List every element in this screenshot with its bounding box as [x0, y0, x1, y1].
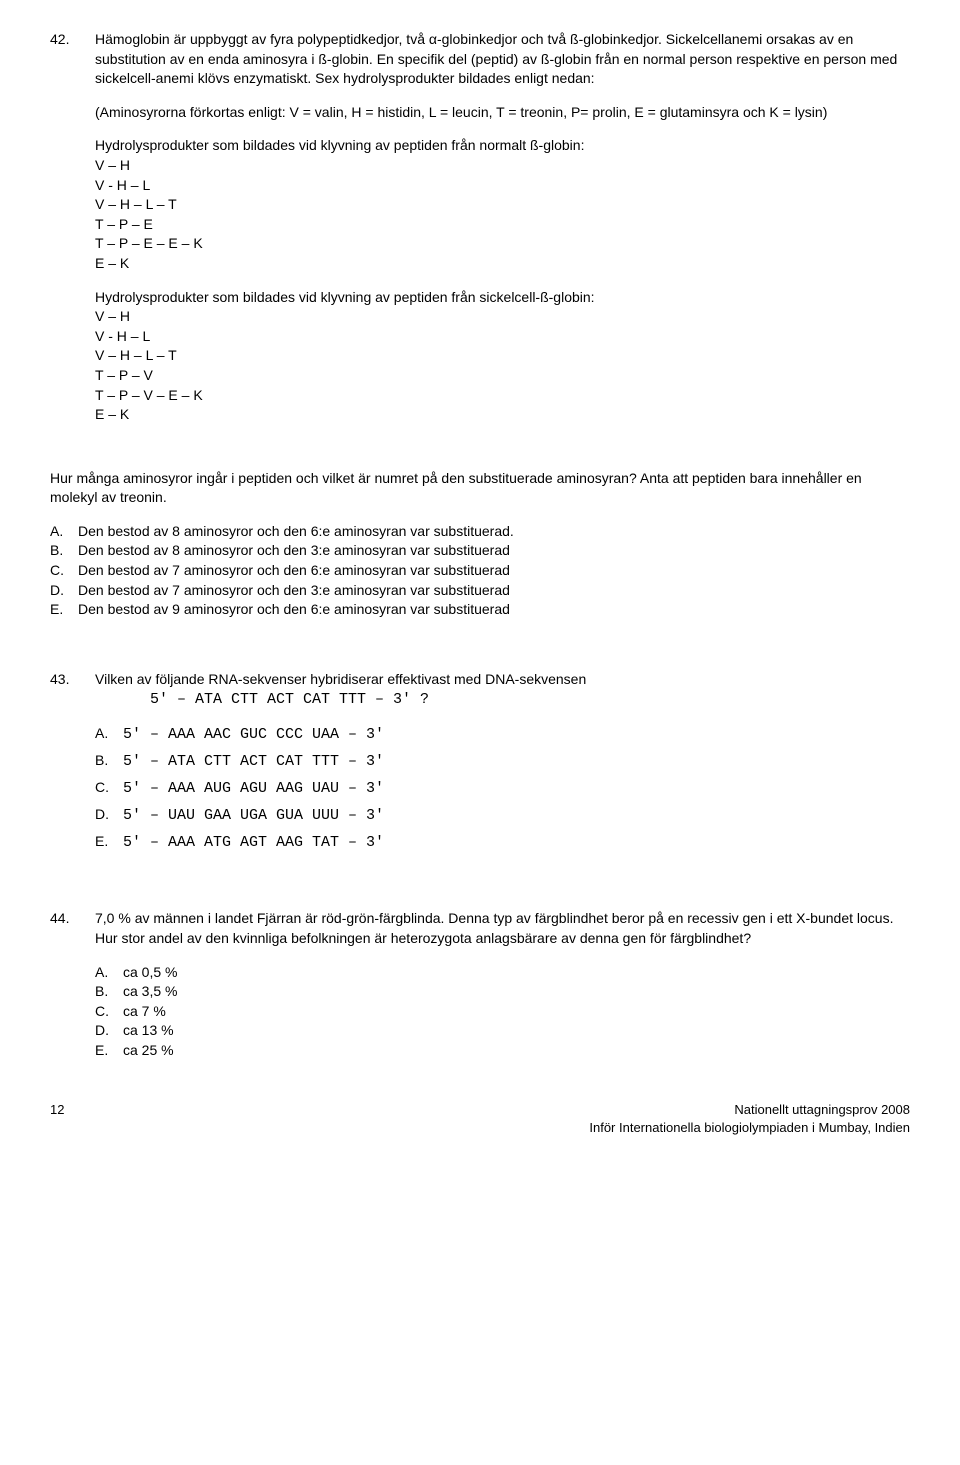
option-letter: C.	[95, 1002, 123, 1022]
option: D.Den bestod av 7 aminosyror och den 3:e…	[50, 581, 910, 601]
option-letter: E.	[50, 600, 78, 620]
option: A.5' – AAA AAC GUC CCC UAA – 3'	[95, 724, 910, 745]
option: B.Den bestod av 8 aminosyror och den 3:e…	[50, 541, 910, 561]
q42-p5: Hur många aminosyror ingår i peptiden oc…	[50, 469, 910, 508]
q44-p1: 7,0 % av männen i landet Fjärran är röd-…	[95, 909, 910, 948]
option-text: ca 7 %	[123, 1002, 166, 1022]
option-text: 5' – AAA ATG AGT AAG TAT – 3'	[123, 832, 384, 853]
option-text: 5' – ATA CTT ACT CAT TTT – 3'	[123, 751, 384, 772]
question-number: 42.	[50, 30, 95, 439]
option-letter: D.	[50, 581, 78, 601]
sickle-line: V – H – L – T	[95, 346, 910, 366]
option-letter: A.	[95, 724, 123, 745]
option: C.Den bestod av 7 aminosyror och den 6:e…	[50, 561, 910, 581]
q42-normal-block: Hydrolysprodukter som bildades vid klyvn…	[95, 136, 910, 273]
q42-sickle-block: Hydrolysprodukter som bildades vid klyvn…	[95, 288, 910, 425]
q42-options: A.Den bestod av 8 aminosyror och den 6:e…	[50, 522, 910, 620]
normal-line: V – H	[95, 156, 910, 176]
question-43: 43. Vilken av följande RNA-sekvenser hyb…	[50, 670, 910, 860]
option-text: Den bestod av 8 aminosyror och den 3:e a…	[78, 541, 510, 561]
sickle-line: T – P – V	[95, 366, 910, 386]
option-letter: A.	[50, 522, 78, 542]
page-number: 12	[50, 1101, 64, 1137]
option: A.ca 0,5 %	[95, 963, 910, 983]
option-letter: D.	[95, 1021, 123, 1041]
normal-line: T – P – E	[95, 215, 910, 235]
option-letter: C.	[95, 778, 123, 799]
option-text: ca 3,5 %	[123, 982, 177, 1002]
q42-p1: Hämoglobin är uppbyggt av fyra polypepti…	[95, 30, 910, 89]
normal-line: E – K	[95, 254, 910, 274]
option-letter: E.	[95, 832, 123, 853]
question-body: Hämoglobin är uppbyggt av fyra polypepti…	[95, 30, 910, 439]
q43-options: A.5' – AAA AAC GUC CCC UAA – 3' B.5' – A…	[95, 724, 910, 853]
option-text: ca 0,5 %	[123, 963, 177, 983]
option: C.ca 7 %	[95, 1002, 910, 1022]
q43-p1: Vilken av följande RNA-sekvenser hybridi…	[95, 670, 910, 690]
question-number: 44.	[50, 909, 95, 1060]
question-42: 42. Hämoglobin är uppbyggt av fyra polyp…	[50, 30, 910, 439]
option-letter: D.	[95, 805, 123, 826]
option: E.Den bestod av 9 aminosyror och den 6:e…	[50, 600, 910, 620]
option-text: 5' – AAA AAC GUC CCC UAA – 3'	[123, 724, 384, 745]
question-44: 44. 7,0 % av männen i landet Fjärran är …	[50, 909, 910, 1060]
question-body: Vilken av följande RNA-sekvenser hybridi…	[95, 670, 910, 860]
option-text: 5' – UAU GAA UGA GUA UUU – 3'	[123, 805, 384, 826]
option: E.ca 25 %	[95, 1041, 910, 1061]
option: A.Den bestod av 8 aminosyror och den 6:e…	[50, 522, 910, 542]
option: E.5' – AAA ATG AGT AAG TAT – 3'	[95, 832, 910, 853]
option-text: Den bestod av 8 aminosyror och den 6:e a…	[78, 522, 514, 542]
option: B.ca 3,5 %	[95, 982, 910, 1002]
normal-line: V - H – L	[95, 176, 910, 196]
footer-line2: Inför Internationella biologiolympiaden …	[589, 1119, 910, 1137]
option-letter: C.	[50, 561, 78, 581]
option: C.5' – AAA AUG AGU AAG UAU – 3'	[95, 778, 910, 799]
option: D.ca 13 %	[95, 1021, 910, 1041]
sickle-line: T – P – V – E – K	[95, 386, 910, 406]
q44-options: A.ca 0,5 % B.ca 3,5 % C.ca 7 % D.ca 13 %…	[95, 963, 910, 1061]
option-letter: B.	[95, 751, 123, 772]
normal-line: V – H – L – T	[95, 195, 910, 215]
sickle-line: V - H – L	[95, 327, 910, 347]
option-letter: E.	[95, 1041, 123, 1061]
page-footer: 12 Nationellt uttagningsprov 2008 Inför …	[50, 1101, 910, 1137]
footer-line1: Nationellt uttagningsprov 2008	[589, 1101, 910, 1119]
option-letter: B.	[50, 541, 78, 561]
sickle-line: E – K	[95, 405, 910, 425]
option-text: 5' – AAA AUG AGU AAG UAU – 3'	[123, 778, 384, 799]
option-text: Den bestod av 9 aminosyror och den 6:e a…	[78, 600, 510, 620]
option-letter: A.	[95, 963, 123, 983]
option: B.5' – ATA CTT ACT CAT TTT – 3'	[95, 751, 910, 772]
option-text: Den bestod av 7 aminosyror och den 6:e a…	[78, 561, 510, 581]
sickle-line: V – H	[95, 307, 910, 327]
q43-seq: 5' – ATA CTT ACT CAT TTT – 3' ?	[150, 689, 910, 710]
option-text: ca 13 %	[123, 1021, 174, 1041]
option: D.5' – UAU GAA UGA GUA UUU – 3'	[95, 805, 910, 826]
q42-p3: Hydrolysprodukter som bildades vid klyvn…	[95, 137, 584, 153]
q42-p2: (Aminosyrorna förkortas enligt: V = vali…	[95, 103, 910, 123]
option-text: Den bestod av 7 aminosyror och den 3:e a…	[78, 581, 510, 601]
normal-line: T – P – E – E – K	[95, 234, 910, 254]
question-body: 7,0 % av männen i landet Fjärran är röd-…	[95, 909, 910, 1060]
option-letter: B.	[95, 982, 123, 1002]
footer-right: Nationellt uttagningsprov 2008 Inför Int…	[589, 1101, 910, 1137]
q42-p4: Hydrolysprodukter som bildades vid klyvn…	[95, 289, 595, 305]
question-number: 43.	[50, 670, 95, 860]
option-text: ca 25 %	[123, 1041, 174, 1061]
